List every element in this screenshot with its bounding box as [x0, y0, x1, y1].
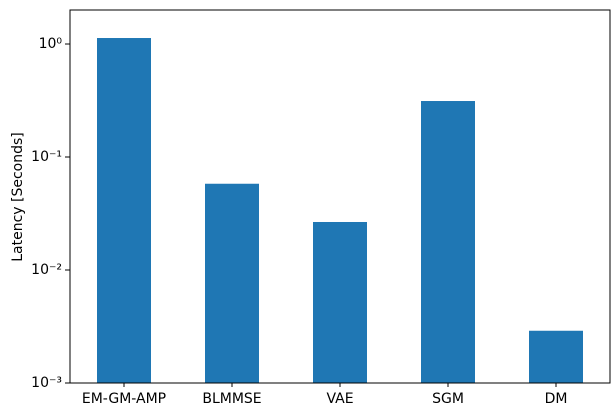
bar [529, 330, 583, 383]
bar [97, 38, 151, 383]
y-tick-label: 10⁻² [31, 262, 62, 278]
bar [313, 221, 367, 383]
x-tick-label: EM-GM-AMP [82, 391, 166, 406]
bar [421, 101, 475, 384]
plot-frame [69, 9, 611, 384]
y-axis-label: Latency [Seconds] [10, 132, 26, 262]
x-tick-label: DM [545, 391, 568, 406]
y-tick-label: 10⁰ [39, 36, 63, 52]
y-tick-label: 10⁻³ [31, 375, 62, 391]
y-tick-label: 10⁻¹ [31, 149, 62, 165]
x-tick-label: BLMMSE [202, 391, 261, 406]
bar [205, 183, 259, 383]
x-tick-label: SGM [432, 391, 464, 406]
x-tick-label: VAE [326, 391, 353, 406]
